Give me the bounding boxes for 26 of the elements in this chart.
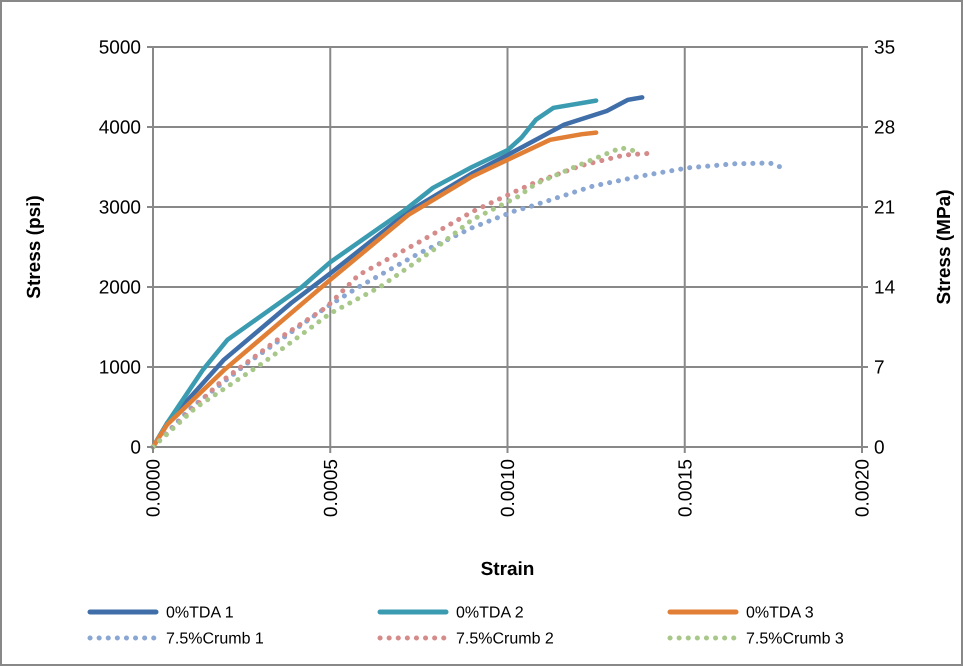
legend-label: 7.5%Crumb 1 xyxy=(166,630,264,648)
y-tick-label: 3000 xyxy=(98,198,141,219)
legend-label: 7.5%Crumb 2 xyxy=(456,630,554,648)
y2-tick-label: 35 xyxy=(874,38,896,59)
x-tick-label: 0.0015 xyxy=(675,459,696,518)
y2-axis-title: Stress (MPa) xyxy=(934,189,955,305)
y2-tick-label: 28 xyxy=(874,118,896,139)
y2-tick-label: 14 xyxy=(874,278,896,299)
legend-label: 0%TDA 2 xyxy=(456,604,524,622)
x-tick-label: 0.0010 xyxy=(498,459,520,518)
y2-tick-label: 7 xyxy=(874,358,885,379)
x-tick-label: 0.0020 xyxy=(852,459,874,518)
x-axis-title: Strain xyxy=(480,559,534,580)
y-tick-label: 5000 xyxy=(98,38,141,59)
y-tick-label: 1000 xyxy=(98,358,141,379)
legend-label: 7.5%Crumb 3 xyxy=(746,630,844,648)
y-tick-label: 2000 xyxy=(98,278,141,299)
y2-tick-label: 21 xyxy=(874,198,896,219)
legend-label: 0%TDA 3 xyxy=(746,604,814,622)
x-tick-label: 0.0005 xyxy=(320,459,342,518)
y-tick-label: 0 xyxy=(130,438,141,459)
legend-label: 0%TDA 1 xyxy=(166,604,234,622)
y-axis-title: Stress (psi) xyxy=(24,195,45,299)
y-tick-label: 4000 xyxy=(98,118,141,139)
x-tick-label: 0.0000 xyxy=(144,459,165,518)
y2-tick-label: 0 xyxy=(874,438,885,459)
